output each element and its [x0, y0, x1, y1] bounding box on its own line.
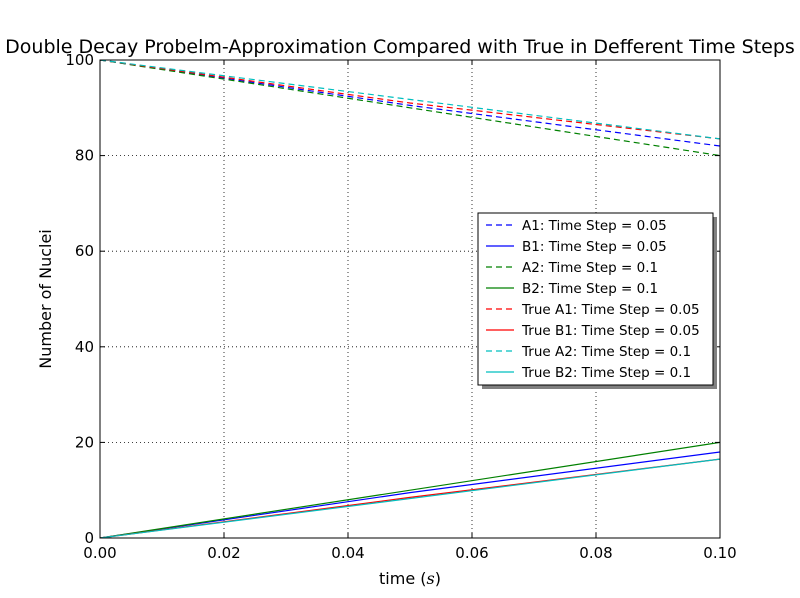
series-line — [100, 451, 720, 538]
x-tick-label: 0.08 — [579, 544, 612, 562]
x-tick-label: 0.06 — [455, 544, 488, 562]
series-line — [100, 60, 720, 140]
x-axis-label-text: time — [379, 569, 415, 588]
x-axis-label: time (s) — [379, 569, 441, 588]
x-tick-label: 0.10 — [703, 544, 736, 562]
y-tick-label: 40 — [75, 338, 94, 356]
legend-entry-label: True B1: Time Step = 0.05 — [521, 323, 700, 339]
legend-entry-label: A2: Time Step = 0.1 — [522, 260, 658, 276]
legend-entry-label: B2: Time Step = 0.1 — [522, 281, 658, 297]
plot-frame — [99, 59, 721, 539]
legend-entry-label: True B2: Time Step = 0.1 — [521, 365, 691, 381]
x-tick-label: 0.00 — [83, 544, 116, 562]
legend-box — [477, 212, 714, 386]
legend-entry-label: True A1: Time Step = 0.05 — [521, 302, 700, 318]
y-tick-label: 20 — [75, 433, 94, 451]
series-layer — [100, 60, 720, 538]
y-tick-label: 100 — [65, 51, 94, 69]
series-line — [100, 60, 720, 140]
y-axis-label: Number of Nuclei — [36, 229, 55, 369]
legend-entry-label: A1: Time Step = 0.05 — [522, 218, 667, 234]
x-tick-label: 0.04 — [331, 544, 364, 562]
y-tick-label: 0 — [84, 529, 94, 547]
legend-entry-label: B1: Time Step = 0.05 — [522, 239, 667, 255]
axis-ticks: 0.00 0.02 0.04 0.06 0.08 0.10 0 20 40 60 80 100 — [65, 51, 736, 562]
y-tick-label: 60 — [75, 242, 94, 260]
series-line — [100, 441, 720, 538]
series-line — [100, 60, 720, 147]
x-axis-unit: s — [427, 569, 435, 588]
chart-title: Double Decay Probelm-Approximation Compa… — [5, 36, 795, 58]
legend: A1: Time Step = 0.05 B1: Time Step = 0.05… — [477, 212, 717, 389]
y-tick-label: 80 — [75, 147, 94, 165]
series-line — [100, 60, 720, 157]
x-tick-label: 0.02 — [207, 544, 240, 562]
legend-entry-label: True A2: Time Step = 0.1 — [521, 344, 691, 360]
series-line — [100, 458, 720, 538]
